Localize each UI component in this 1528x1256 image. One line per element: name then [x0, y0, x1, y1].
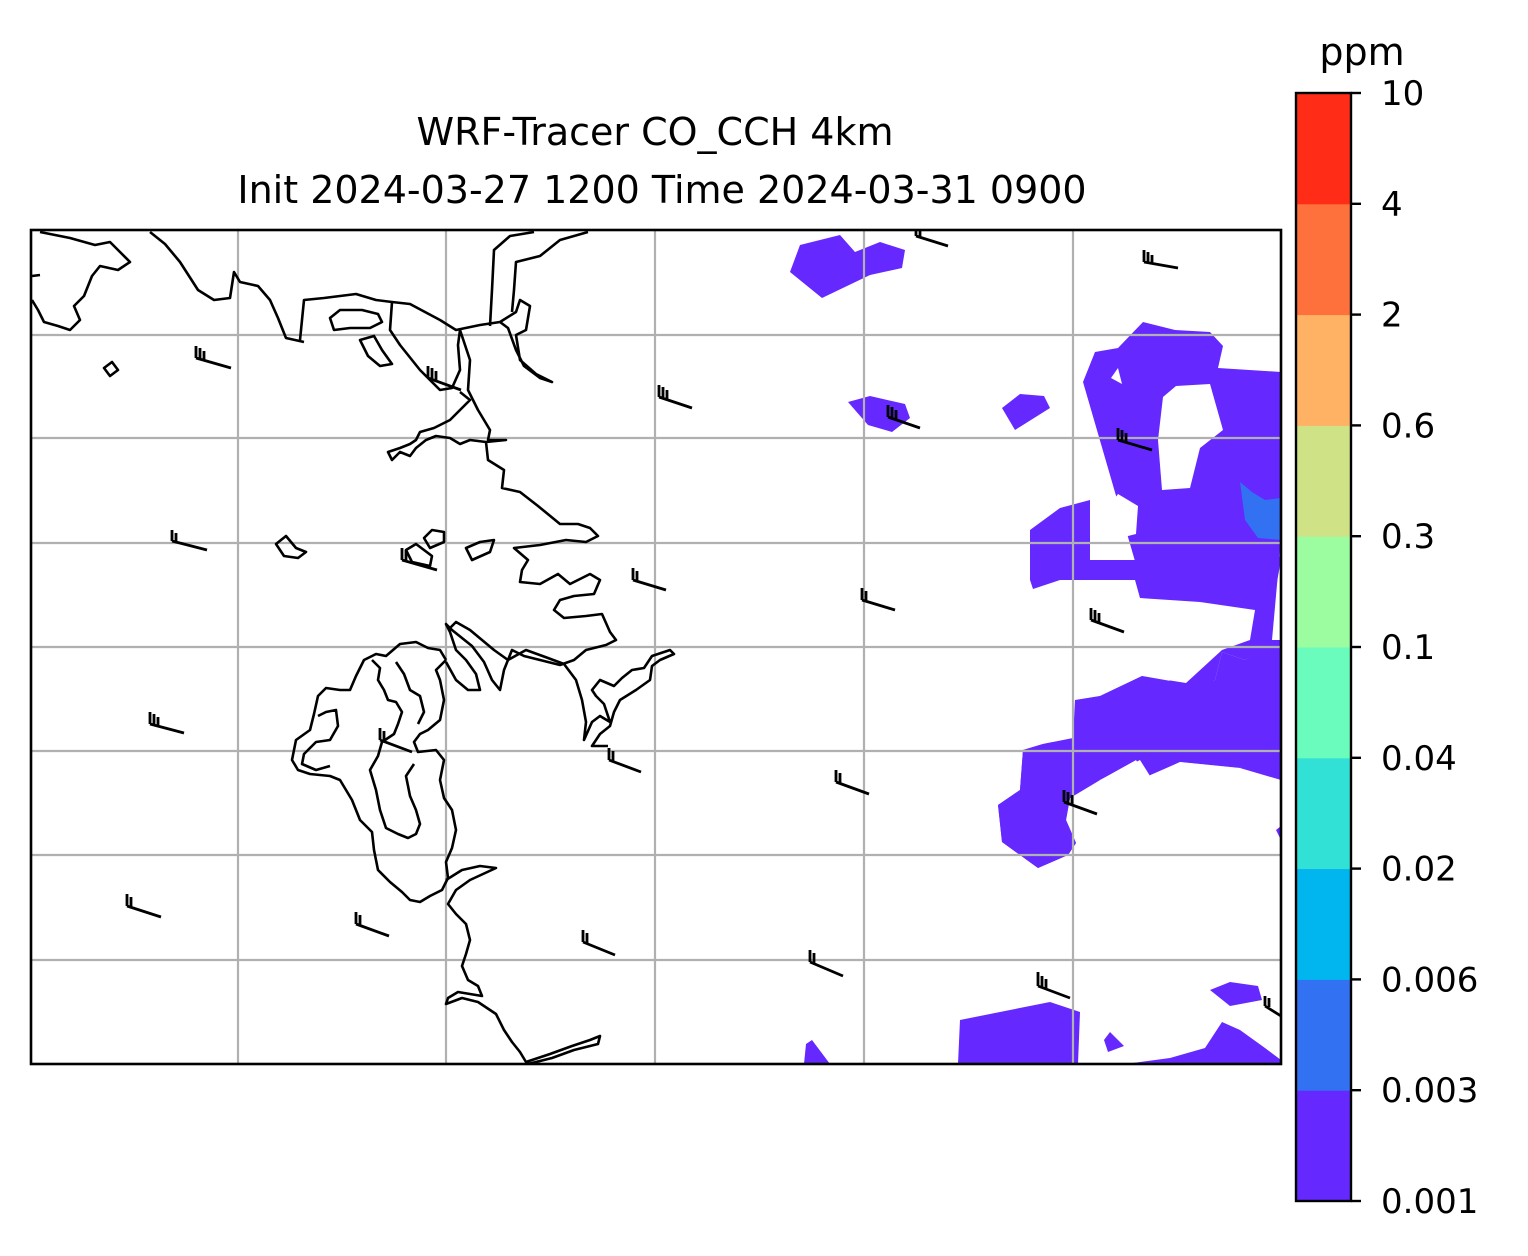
plume-south-4	[1125, 1022, 1281, 1064]
colorbar-swatch	[1296, 425, 1351, 537]
colorbar-swatch	[1296, 1090, 1351, 1202]
coastline-south	[444, 864, 602, 1064]
wind-barb	[886, 405, 921, 430]
coastline-mid-1	[449, 620, 676, 748]
plume-south-1	[958, 1002, 1080, 1064]
wind-barbs	[125, 230, 1281, 1018]
plume-gap-4	[1030, 580, 1255, 743]
colorbar-ticks: 0.001 0.003 0.006 0.02 0.04 0.1 0.3 0.6 2 4 10	[1351, 74, 1478, 1222]
wind-barb	[1116, 428, 1153, 452]
wind-barb	[148, 712, 185, 735]
coastlines	[31, 230, 676, 1064]
wind-barb	[1142, 250, 1179, 270]
colorbar-tick-label: 0.04	[1381, 739, 1457, 779]
wind-barb	[170, 530, 208, 552]
colorbar-swatch	[1296, 314, 1351, 426]
colorbar-tick-label: 0.003	[1381, 1071, 1478, 1111]
coastline-island-6	[404, 542, 434, 568]
wind-barb	[631, 568, 667, 592]
colorbar-unit: ppm	[1319, 30, 1404, 74]
plume-south-5	[1210, 982, 1262, 1006]
coastline-peninsula	[290, 640, 458, 904]
coastline-north	[31, 230, 554, 384]
colorbar-swatch	[1296, 757, 1351, 870]
wind-barb	[125, 894, 162, 919]
coastline-bay	[386, 301, 618, 692]
colorbar-tick-label: 0.001	[1381, 1182, 1478, 1222]
colorbar-tick-label: 2	[1381, 296, 1403, 336]
plume-gap-5	[840, 760, 1281, 1064]
colorbar-tick-label: 10	[1381, 74, 1424, 114]
wind-barb	[808, 950, 844, 978]
gridlines	[31, 230, 1281, 1064]
map-frame	[29, 228, 1283, 1066]
wind-barb	[1062, 790, 1098, 816]
coastline-island-7	[464, 538, 496, 562]
wind-barb	[1089, 608, 1125, 634]
map-area	[31, 230, 1281, 1064]
colorbar-swatch	[1296, 93, 1351, 205]
plume-east-lower	[998, 640, 1281, 868]
wind-barb	[581, 930, 616, 957]
wind-barb	[834, 770, 870, 796]
wind-barb	[378, 728, 413, 754]
colorbar-tick-label: 0.006	[1381, 960, 1478, 1000]
colorbar-swatches	[1296, 93, 1351, 1202]
coastline-island-4	[274, 534, 308, 560]
colorbar-tick-label: 0.6	[1381, 406, 1435, 446]
colorbar-tick-label: 0.1	[1381, 628, 1435, 668]
plume-gap-3	[1111, 368, 1122, 384]
tracer-plume	[790, 235, 1281, 1064]
wind-barb	[426, 366, 462, 392]
wind-barb	[194, 346, 232, 370]
title-line-2: Init 2024-03-27 1200 Time 2024-03-31 090…	[237, 168, 1086, 212]
coastline-estuary-1	[488, 230, 589, 327]
coastline-island-1	[328, 308, 384, 332]
colorbar-swatch	[1296, 536, 1351, 648]
coastline-island-5	[422, 528, 446, 550]
coastline-island-3	[102, 360, 120, 378]
plume-inner-003	[1240, 482, 1281, 540]
wind-barb	[400, 548, 438, 572]
wind-barb	[1036, 972, 1071, 1000]
wind-barb	[354, 912, 390, 938]
plume-south-2	[804, 1040, 830, 1064]
colorbar-tick-label: 0.02	[1381, 850, 1457, 890]
plume-south-3	[1104, 1032, 1124, 1052]
colorbar: ppm 0.001 0.003 0.006 0.02 0.04 0.1 0.3 0.6 2 4 10	[1294, 30, 1478, 1222]
wind-barb	[607, 748, 642, 774]
colorbar-swatch	[1296, 868, 1351, 980]
plume-gap-2	[1098, 494, 1138, 540]
coastline-island-2	[358, 334, 394, 368]
colorbar-swatch	[1296, 979, 1351, 1091]
colorbar-tick-label: 4	[1381, 185, 1403, 225]
colorbar-swatch	[1296, 647, 1351, 759]
wind-barb	[1263, 996, 1281, 1018]
wind-barb	[657, 385, 693, 410]
plume-small-1	[848, 396, 910, 432]
title-line-1: WRF-Tracer CO_CCH 4km	[417, 110, 894, 154]
plume-small-2	[1002, 394, 1050, 430]
wind-barb	[860, 588, 896, 612]
colorbar-tick-label: 0.3	[1381, 517, 1435, 557]
plume-top	[790, 235, 905, 298]
colorbar-swatch	[1296, 203, 1351, 316]
